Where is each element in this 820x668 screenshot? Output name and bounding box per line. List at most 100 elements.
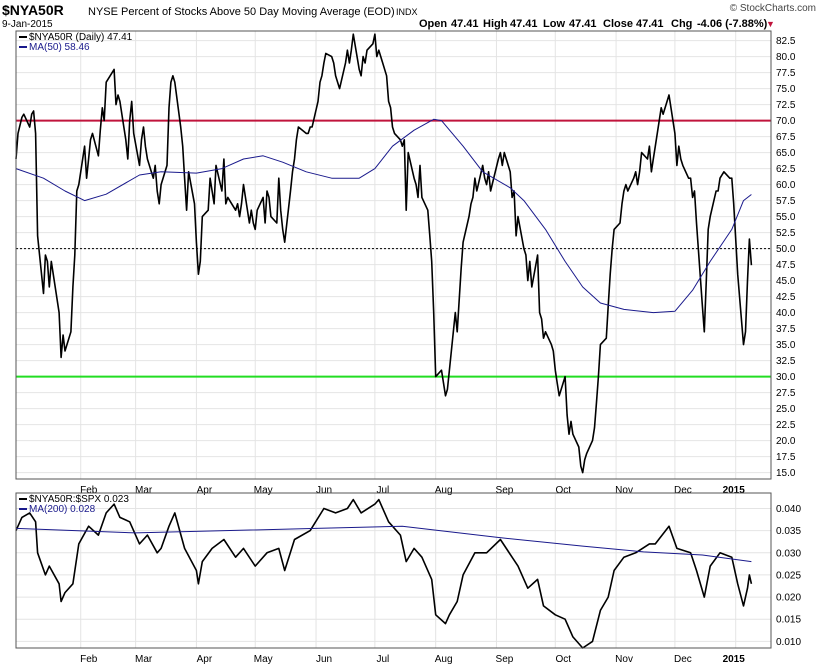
y-tick-label-25-0: 25.0 <box>776 404 796 415</box>
x-tick-label-jun: Jun <box>316 654 332 665</box>
ratio-series <box>15 498 753 649</box>
main-frame <box>15 30 772 480</box>
x-tick-label-sep: Sep <box>496 485 514 496</box>
low-label: Low <box>543 18 565 30</box>
x-tick-label-2015: 2015 <box>723 654 746 665</box>
ratio-panel: 0.040 0.035 0.030 0.025 0.020 0.015 0.010 Feb M… <box>15 492 801 665</box>
x-tick-label-apr: Apr <box>197 485 213 496</box>
main-grid <box>16 31 771 479</box>
chg-value: -4.06 (-7.88%) <box>697 18 768 30</box>
y-tick-label-35-0: 35.0 <box>776 340 796 351</box>
high-label: High <box>483 18 508 30</box>
x-tick-label-nov: Nov <box>615 485 633 496</box>
x-tick-label-aug: Aug <box>435 654 453 665</box>
legend-entry-ma-50-58-46: MA(50) 58.46 <box>29 42 90 53</box>
x-tick-label-may: May <box>254 654 273 665</box>
y-tick-label-60-0: 60.0 <box>776 180 796 191</box>
series-line-nya50r-spx <box>15 498 753 649</box>
x-tick-label-oct: Oct <box>556 485 572 496</box>
y-tick-label-57-5: 57.5 <box>776 196 796 207</box>
y-tick-label-32-5: 32.5 <box>776 356 796 367</box>
y-tick-label-0-020: 0.020 <box>776 593 801 604</box>
y-tick-label-70-0: 70.0 <box>776 116 796 127</box>
x-tick-label-2015: 2015 <box>723 485 746 496</box>
y-tick-label-20-0: 20.0 <box>776 436 796 447</box>
x-tick-label-nov: Nov <box>615 654 633 665</box>
x-tick-label-oct: Oct <box>556 654 572 665</box>
series-line-nya50r-daily <box>15 33 753 474</box>
open-value: 47.41 <box>451 18 479 30</box>
main-series <box>15 33 753 474</box>
source-watermark: © StockCharts.com <box>730 3 816 14</box>
y-tick-label-55-0: 55.0 <box>776 212 796 223</box>
x-tick-label-dec: Dec <box>674 654 692 665</box>
ratio-y-axis: 0.040 0.035 0.030 0.025 0.020 0.015 0.010 <box>776 504 801 648</box>
ratio-frame <box>15 492 772 649</box>
close-value: 47.41 <box>636 18 664 30</box>
y-tick-label-52-5: 52.5 <box>776 228 796 239</box>
x-tick-label-apr: Apr <box>197 654 213 665</box>
y-tick-label-45-0: 45.0 <box>776 276 796 287</box>
x-tick-label-jul: Jul <box>376 654 389 665</box>
y-tick-label-75-0: 75.0 <box>776 84 796 95</box>
header-date: 9-Jan-2015 <box>2 19 53 30</box>
x-tick-label-sep: Sep <box>496 654 514 665</box>
main-y-axis: 82.5 80.0 77.5 75.0 72.5 70.0 67.5 65.0 62.5 60.0… <box>776 36 796 479</box>
series-line-ma-200 <box>15 525 752 563</box>
y-tick-label-72-5: 72.5 <box>776 100 796 111</box>
y-tick-label-62-5: 62.5 <box>776 164 796 175</box>
y-tick-label-30-0: 30.0 <box>776 372 796 383</box>
low-value: 47.41 <box>569 18 597 30</box>
y-tick-label-65-0: 65.0 <box>776 148 796 159</box>
x-tick-label-feb: Feb <box>80 485 98 496</box>
y-tick-label-0-015: 0.015 <box>776 615 801 626</box>
x-tick-label-feb: Feb <box>80 654 98 665</box>
header-exchange: INDX <box>396 7 418 17</box>
y-tick-label-27-5: 27.5 <box>776 388 796 399</box>
x-tick-label-may: May <box>254 485 273 496</box>
x-tick-label-mar: Mar <box>135 654 153 665</box>
open-label: Open <box>419 18 447 30</box>
y-tick-label-0-030: 0.030 <box>776 548 801 559</box>
series-line-ma-50 <box>15 118 752 314</box>
main-reference-lines <box>16 119 771 378</box>
y-tick-label-80-0: 80.0 <box>776 52 796 63</box>
y-tick-label-0-035: 0.035 <box>776 526 801 537</box>
y-tick-label-22-5: 22.5 <box>776 420 796 431</box>
y-tick-label-82-5: 82.5 <box>776 36 796 47</box>
x-tick-label-mar: Mar <box>135 485 153 496</box>
y-tick-label-50-0: 50.0 <box>776 244 796 255</box>
y-tick-label-42-5: 42.5 <box>776 292 796 303</box>
y-tick-label-77-5: 77.5 <box>776 68 796 79</box>
legend-entry-ma-200-0-028: MA(200) 0.028 <box>29 504 96 515</box>
x-tick-label-aug: Aug <box>435 485 453 496</box>
x-tick-label-dec: Dec <box>674 485 692 496</box>
y-tick-label-40-0: 40.0 <box>776 308 796 319</box>
y-tick-label-15-0: 15.0 <box>776 468 796 479</box>
header-symbol: $NYA50R <box>2 2 64 18</box>
legend-entry-nya50r-daily-47-41: $NYA50R (Daily) 47.41 <box>29 32 133 43</box>
y-tick-label-0-040: 0.040 <box>776 504 801 515</box>
chg-label: Chg <box>671 18 692 30</box>
legend-entry-nya50r-spx-0-023: $NYA50R:$SPX 0.023 <box>29 494 129 505</box>
x-tick-label-jun: Jun <box>316 485 332 496</box>
high-value: 47.41 <box>510 18 538 30</box>
y-tick-label-0-010: 0.010 <box>776 637 801 648</box>
close-label: Close <box>603 18 633 30</box>
y-tick-label-37-5: 37.5 <box>776 324 796 335</box>
header-title: NYSE Percent of Stocks Above 50 Day Movi… <box>88 6 395 18</box>
y-tick-label-67-5: 67.5 <box>776 132 796 143</box>
y-tick-label-47-5: 47.5 <box>776 260 796 271</box>
x-tick-label-jul: Jul <box>376 485 389 496</box>
down-arrow-icon: ▼ <box>766 19 775 29</box>
ratio-x-axis: Feb Mar Apr May Jun Jul Aug Sep Oct Nov Dec 2015 <box>80 654 745 665</box>
ohlc-bar: Open 47.41 High 47.41 Low 47.41 Close 47… <box>419 18 775 30</box>
main-x-axis: Feb Mar Apr May Jun Jul Aug Sep Oct Nov Dec 2015 <box>80 485 745 496</box>
y-tick-label-17-5: 17.5 <box>776 452 796 463</box>
main-panel: 82.5 80.0 77.5 75.0 72.5 70.0 67.5 65.0 62.5 60.0… <box>15 30 796 496</box>
ratio-grid <box>16 493 771 648</box>
y-tick-label-0-025: 0.025 <box>776 570 801 581</box>
